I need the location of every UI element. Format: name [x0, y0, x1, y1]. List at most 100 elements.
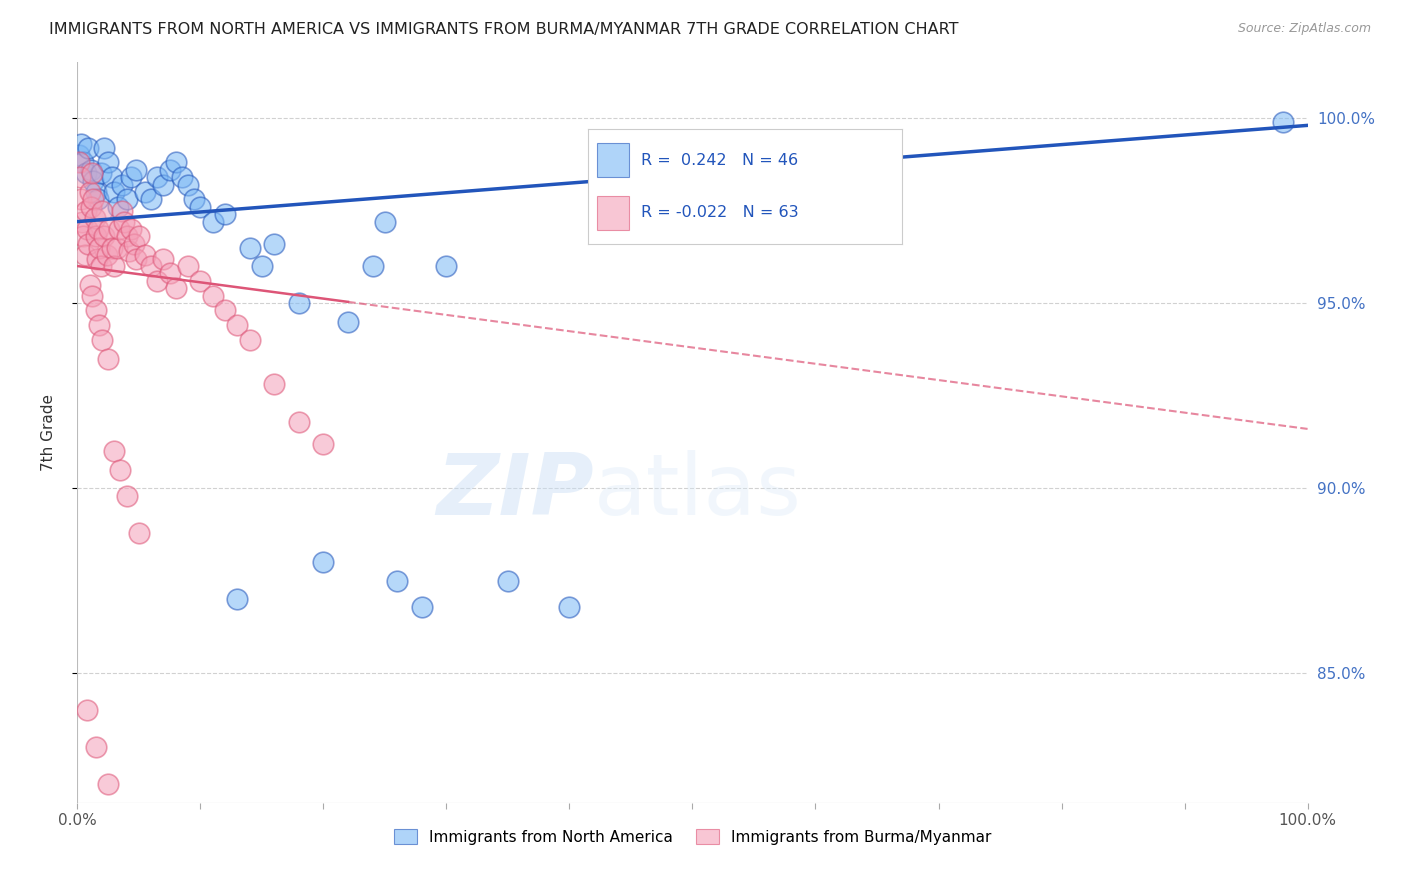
Point	[374, 214, 396, 228]
Point	[97, 777, 120, 791]
Point	[72, 229, 94, 244]
Point	[288, 296, 311, 310]
Point	[93, 140, 115, 154]
Point	[134, 185, 156, 199]
Point	[82, 193, 104, 207]
Point	[263, 236, 285, 251]
Point	[226, 592, 249, 607]
Text: ZIP: ZIP	[436, 450, 595, 533]
Point	[76, 703, 98, 717]
Point	[108, 222, 131, 236]
Point	[177, 178, 200, 192]
Text: atlas: atlas	[595, 450, 801, 533]
Point	[188, 200, 212, 214]
Point	[128, 229, 150, 244]
Point	[558, 599, 581, 614]
Point	[82, 288, 104, 302]
Point	[70, 136, 93, 151]
Point	[103, 444, 125, 458]
Point	[67, 148, 90, 162]
Point	[128, 525, 150, 540]
Point	[411, 599, 433, 614]
Point	[111, 178, 132, 192]
Y-axis label: 7th Grade: 7th Grade	[42, 394, 56, 471]
Point	[77, 236, 100, 251]
Point	[73, 248, 96, 262]
Point	[337, 314, 360, 328]
Point	[70, 214, 93, 228]
Point	[80, 200, 103, 214]
Point	[134, 248, 156, 262]
Point	[90, 259, 112, 273]
Point	[96, 248, 118, 262]
Point	[118, 244, 141, 259]
Point	[83, 211, 105, 225]
Point	[80, 162, 103, 177]
Point	[121, 222, 143, 236]
Point	[84, 303, 107, 318]
Point	[1272, 114, 1295, 128]
Point	[214, 303, 236, 318]
Point	[72, 155, 94, 169]
Point	[141, 193, 163, 207]
Point	[436, 259, 458, 273]
Point	[86, 252, 108, 266]
Point	[103, 185, 125, 199]
Point	[75, 166, 97, 180]
Point	[152, 178, 174, 192]
Point	[152, 252, 174, 266]
Point	[141, 259, 163, 273]
Point	[170, 170, 193, 185]
Point	[115, 193, 138, 207]
Point	[87, 193, 110, 207]
Point	[112, 214, 135, 228]
Point	[101, 170, 124, 185]
Point	[67, 155, 90, 169]
Point	[122, 236, 145, 251]
Point	[312, 436, 335, 450]
Point	[90, 333, 114, 347]
Point	[159, 267, 181, 281]
Point	[361, 259, 384, 273]
Point	[201, 288, 224, 302]
Point	[165, 281, 187, 295]
Point	[87, 222, 110, 236]
Point	[110, 462, 132, 476]
Point	[69, 170, 91, 185]
Point	[89, 318, 111, 333]
Point	[146, 170, 169, 185]
Point	[98, 222, 121, 236]
Point	[115, 489, 138, 503]
Point	[84, 185, 107, 199]
Point	[159, 162, 181, 177]
Point	[165, 155, 187, 169]
Legend: Immigrants from North America, Immigrants from Burma/Myanmar: Immigrants from North America, Immigrant…	[388, 822, 997, 851]
Point	[121, 170, 143, 185]
Point	[263, 377, 285, 392]
Point	[288, 415, 311, 429]
Point	[250, 259, 273, 273]
Point	[125, 252, 148, 266]
Point	[90, 203, 114, 218]
Point	[496, 574, 519, 588]
Point	[312, 555, 335, 569]
Point	[101, 240, 124, 254]
Point	[84, 229, 107, 244]
Text: IMMIGRANTS FROM NORTH AMERICA VS IMMIGRANTS FROM BURMA/MYANMAR 7TH GRADE CORRELA: IMMIGRANTS FROM NORTH AMERICA VS IMMIGRA…	[49, 22, 959, 37]
Point	[97, 155, 120, 169]
Point	[125, 162, 148, 177]
Point	[82, 174, 104, 188]
Point	[226, 318, 249, 333]
Point	[93, 229, 115, 244]
Point	[90, 166, 112, 180]
Point	[188, 274, 212, 288]
Point	[239, 240, 262, 254]
Point	[97, 351, 120, 366]
Point	[115, 229, 138, 244]
Point	[146, 274, 169, 288]
Point	[82, 166, 104, 180]
Point	[111, 203, 132, 218]
Point	[103, 259, 125, 273]
Point	[107, 200, 129, 214]
Point	[79, 277, 101, 292]
